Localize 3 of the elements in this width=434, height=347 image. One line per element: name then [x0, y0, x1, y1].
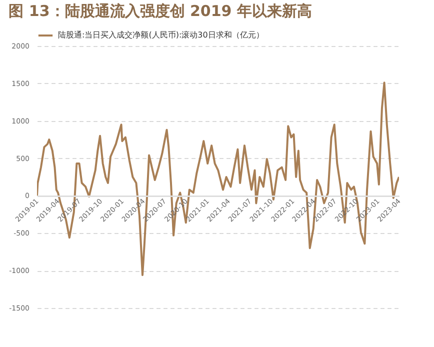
chart-title: 图 13：陆股通流入强度创 2019 年以来新高: [8, 2, 312, 20]
legend-label: 陆股通:当日买入成交净额(人民币):滚动30日求和（亿元）: [58, 30, 264, 40]
line-series: [37, 82, 399, 276]
